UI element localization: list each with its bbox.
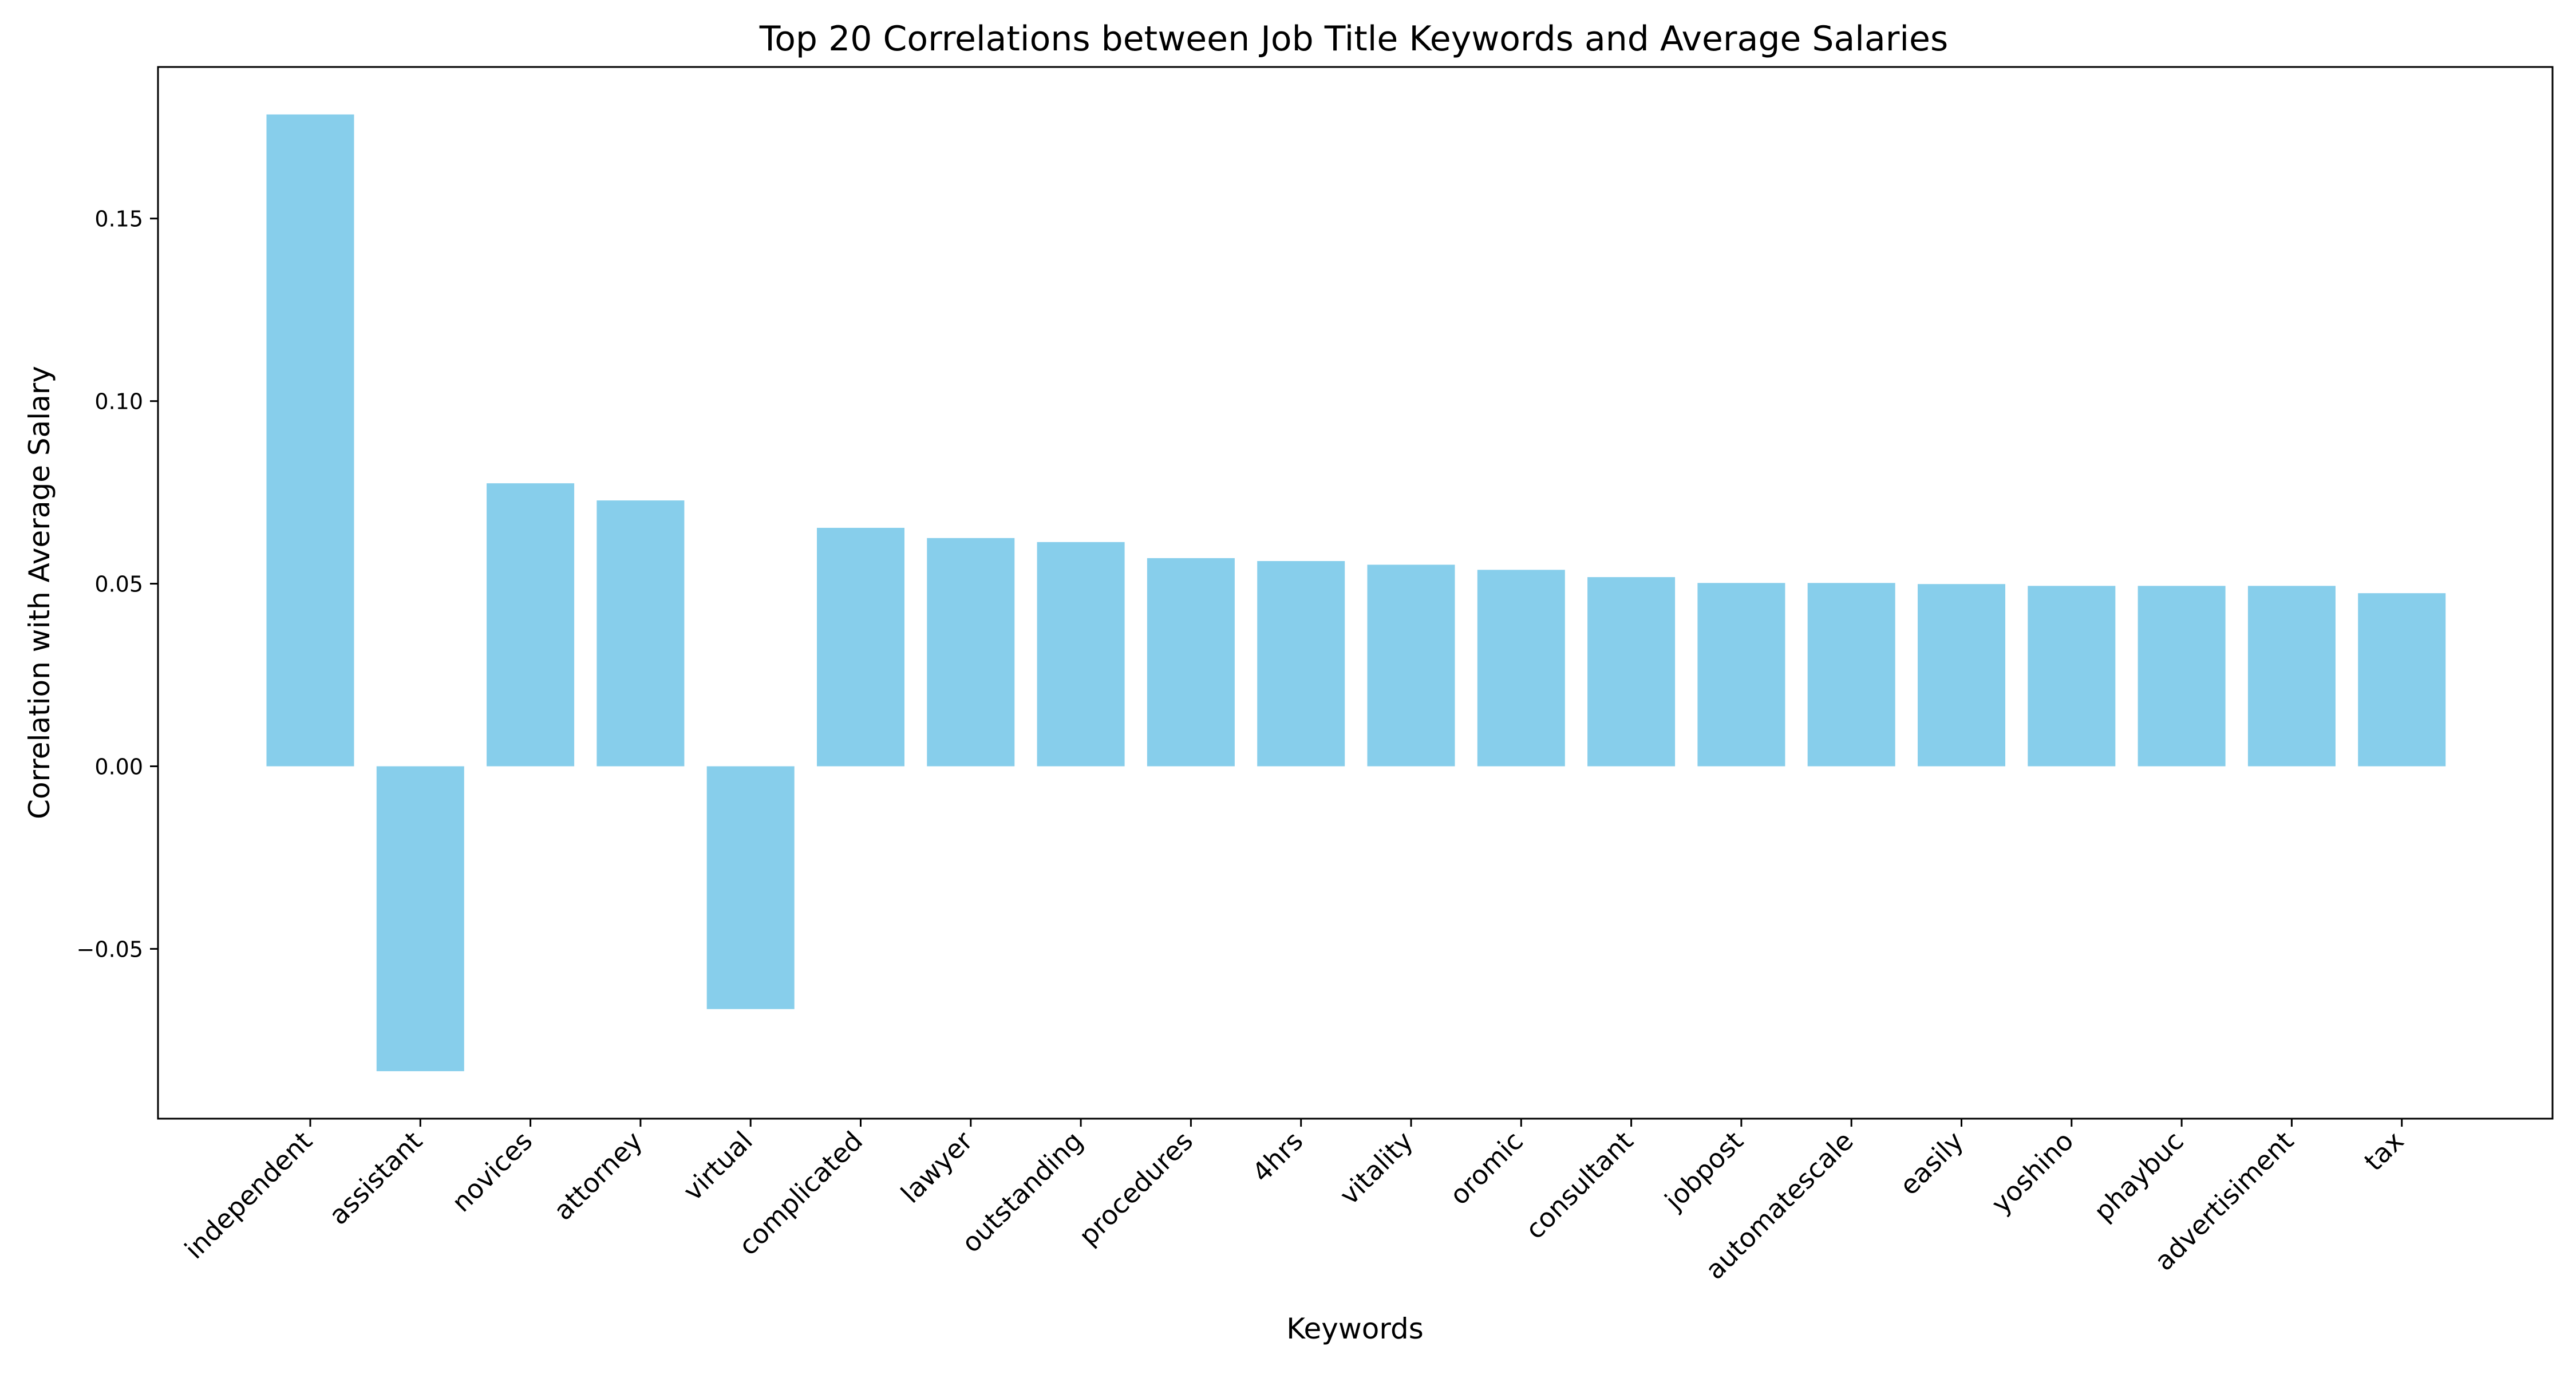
y-axis: −0.05 0.00 0.05 0.10 0.15: [77, 207, 158, 962]
bar-4hrs: [1257, 561, 1345, 767]
x-tick-label: lawyer: [895, 1126, 978, 1209]
bar-lawyer: [927, 538, 1015, 767]
bar-yoshino: [2028, 586, 2116, 767]
chart-title: Top 20 Correlations between Job Title Ke…: [759, 19, 1948, 59]
bar-assistant: [376, 766, 464, 1072]
x-tick-label: attorney: [547, 1126, 648, 1226]
y-tick-label: −0.05: [77, 937, 143, 962]
bar-vitality: [1367, 564, 1455, 767]
x-axis-label: Keywords: [1286, 1312, 1424, 1345]
x-tick-label: 4hrs: [1246, 1126, 1309, 1189]
bar-advertisiment: [2247, 586, 2336, 767]
x-tick-label: easily: [1894, 1126, 1969, 1201]
bars-group: [266, 114, 2446, 1072]
y-tick-label: 0.00: [94, 754, 143, 779]
x-tick-label: yoshino: [1985, 1126, 2079, 1219]
x-tick-label: consultant: [1519, 1126, 1639, 1245]
x-tick-label: procedures: [1073, 1126, 1199, 1251]
plot-area-frame: [157, 66, 2554, 1120]
y-tick-label: 0.15: [94, 207, 143, 232]
bar-virtual: [706, 766, 795, 1009]
x-tick-label: assistant: [323, 1126, 428, 1231]
y-axis-label: Correlation with Average Salary: [23, 366, 56, 819]
bar-consultant: [1587, 577, 1676, 767]
x-tick-label: tax: [2358, 1126, 2409, 1177]
x-tick-label: vitality: [1334, 1126, 1419, 1211]
x-tick-label: phaybuc: [2088, 1126, 2190, 1227]
bar-outstanding: [1037, 542, 1125, 767]
bar-attorney: [596, 500, 685, 767]
x-tick-label: virtual: [677, 1126, 758, 1207]
x-tick-label: independent: [179, 1126, 318, 1265]
y-tick-label: 0.05: [94, 572, 143, 597]
bar-tax: [2358, 593, 2446, 767]
x-tick-label: novices: [446, 1126, 539, 1218]
bar-independent: [266, 114, 354, 767]
bar-complicated: [817, 527, 904, 767]
bar-procedures: [1147, 558, 1235, 767]
bar-automatescale: [1807, 583, 1895, 767]
bar-easily: [1918, 584, 2005, 767]
bar-jobpost: [1697, 583, 1785, 767]
bar-phaybuc: [2138, 586, 2226, 767]
x-tick-label: jobpost: [1658, 1126, 1749, 1217]
y-tick-label: 0.10: [94, 389, 143, 414]
x-axis: independent assistant novices attorney virtu…: [179, 1119, 2409, 1285]
x-tick-label: oromic: [1444, 1126, 1529, 1211]
bar-novices: [487, 483, 575, 767]
bar-oromic: [1477, 570, 1565, 767]
